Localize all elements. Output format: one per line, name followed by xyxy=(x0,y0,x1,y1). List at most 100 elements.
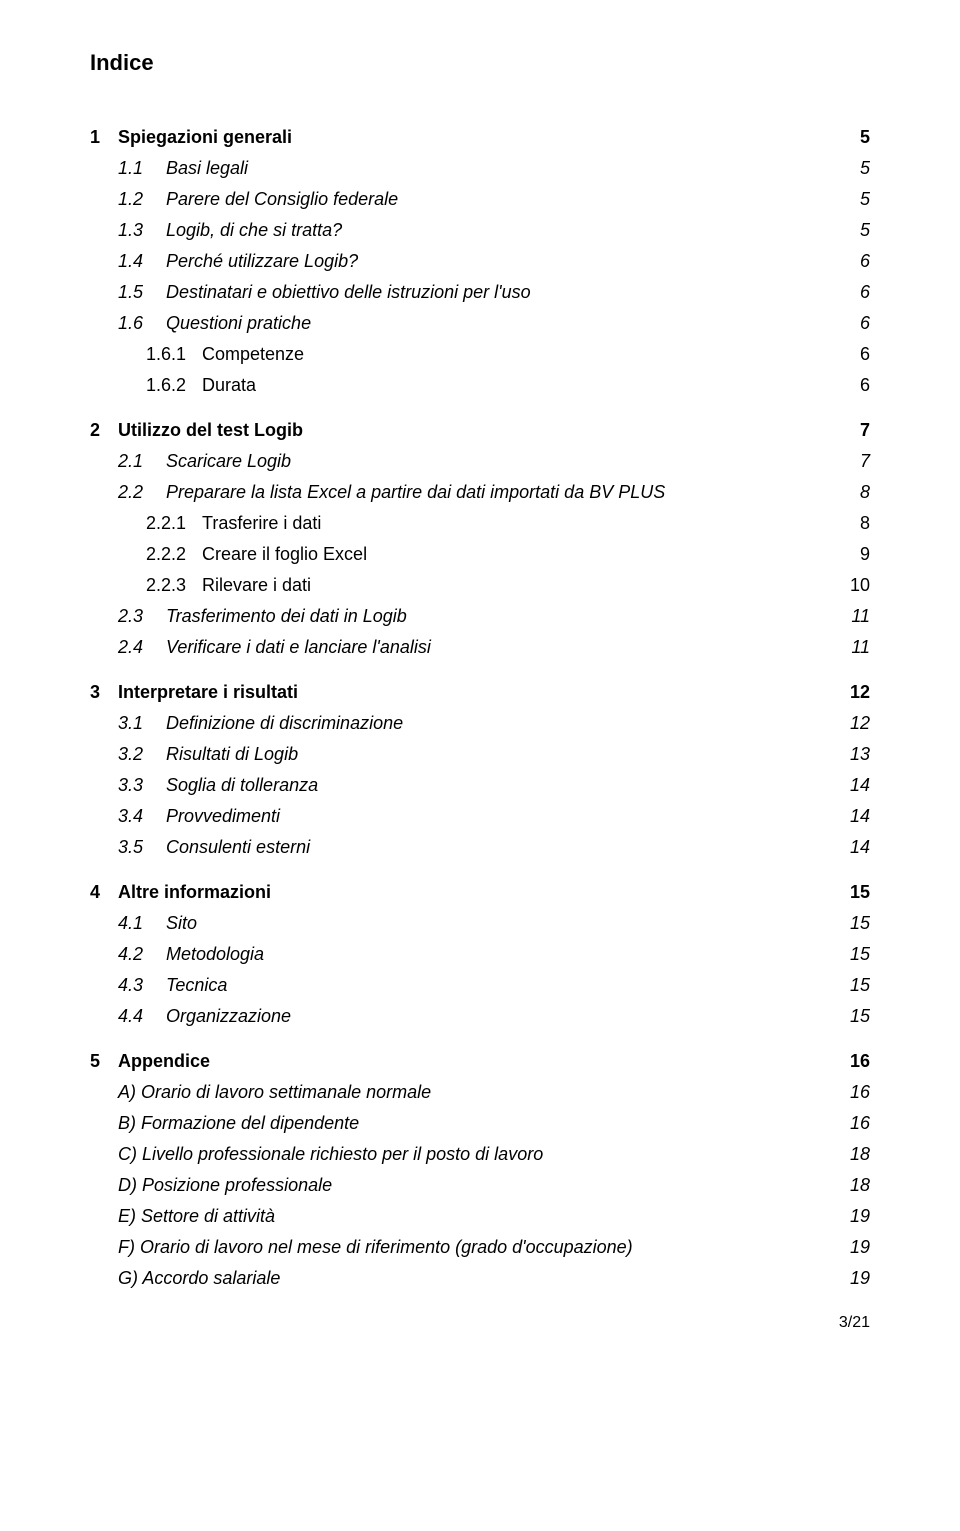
toc-entry: 3.3Soglia di tolleranza14 xyxy=(90,772,870,799)
toc-entry-label: Verificare i dati e lanciare l'analisi xyxy=(166,634,431,661)
toc-entry-number: 2.3 xyxy=(118,603,166,630)
toc-entry-label: Appendice xyxy=(118,1048,210,1075)
toc-entry-page: 6 xyxy=(854,279,870,306)
toc-entry-label: Perché utilizzare Logib? xyxy=(166,248,358,275)
toc-entry-number: 1.2 xyxy=(118,186,166,213)
toc-entry-page: 14 xyxy=(844,772,870,799)
toc-entry: 4.3Tecnica 15 xyxy=(90,972,870,999)
toc-entry-number: 3.4 xyxy=(118,803,166,830)
toc-entry: 3.4Provvedimenti 14 xyxy=(90,803,870,830)
toc-entry-label: Basi legali xyxy=(166,155,248,182)
toc-entry-page: 5 xyxy=(854,217,870,244)
toc-entry-label: Spiegazioni generali xyxy=(118,124,292,151)
toc-entry: 3.1Definizione di discriminazione12 xyxy=(90,710,870,737)
toc-entry: 1.6.1Competenze 6 xyxy=(90,341,870,368)
toc-entry-label: Logib, di che si tratta? xyxy=(166,217,342,244)
toc-entry-page: 6 xyxy=(854,310,870,337)
toc-entry-label: Utilizzo del test Logib xyxy=(118,417,303,444)
toc-entry-page: 7 xyxy=(854,417,870,444)
toc-entry-page: 8 xyxy=(854,479,870,506)
toc-entry-label: Metodologia xyxy=(166,941,264,968)
toc-entry-label: Creare il foglio Excel xyxy=(202,541,367,568)
toc-entry-label: B) Formazione del dipendente xyxy=(118,1110,359,1137)
toc-entry-number: 3 xyxy=(90,679,118,706)
toc-entry: B) Formazione del dipendente 16 xyxy=(90,1110,870,1137)
toc-entry-page: 18 xyxy=(844,1172,870,1199)
toc-entry-page: 16 xyxy=(844,1079,870,1106)
toc-entry-number: 4 xyxy=(90,879,118,906)
toc-entry-page: 14 xyxy=(844,803,870,830)
toc-entry: 1.6.2Durata6 xyxy=(90,372,870,399)
toc-entry-number: 4.2 xyxy=(118,941,166,968)
toc-entry: 2.2.1Trasferire i dati8 xyxy=(90,510,870,537)
toc-entry-label: Scaricare Logib xyxy=(166,448,291,475)
toc-entry-number: 5 xyxy=(90,1048,118,1075)
toc-entry: C) Livello professionale richiesto per i… xyxy=(90,1141,870,1168)
toc-entry-label: E) Settore di attività xyxy=(118,1203,275,1230)
toc-entry-page: 11 xyxy=(845,634,870,661)
toc-entry-number: 1.4 xyxy=(118,248,166,275)
toc-entry-label: Parere del Consiglio federale xyxy=(166,186,398,213)
toc-entry: 1.6Questioni pratiche6 xyxy=(90,310,870,337)
toc-entry-label: Interpretare i risultati xyxy=(118,679,298,706)
toc-entry-number: 2.2.3 xyxy=(146,572,202,599)
toc-entry-label: Competenze xyxy=(202,341,304,368)
toc-entry-number: 1 xyxy=(90,124,118,151)
toc-entry-page: 16 xyxy=(844,1048,870,1075)
toc-entry: 2.4Verificare i dati e lanciare l'analis… xyxy=(90,634,870,661)
toc-entry-page: 12 xyxy=(844,679,870,706)
page-title: Indice xyxy=(90,50,870,76)
toc-entry: 1.1Basi legali 5 xyxy=(90,155,870,182)
toc-entry: 1.2Parere del Consiglio federale 5 xyxy=(90,186,870,213)
toc-entry-label: Trasferire i dati xyxy=(202,510,321,537)
toc-entry-page: 15 xyxy=(844,941,870,968)
toc-entry-page: 19 xyxy=(844,1265,870,1292)
toc-entry-page: 11 xyxy=(845,603,870,630)
toc-entry: 1Spiegazioni generali5 xyxy=(90,124,870,151)
toc-entry-page: 6 xyxy=(854,341,870,368)
toc-entry: 2.3Trasferimento dei dati in Logib11 xyxy=(90,603,870,630)
toc-entry-label: Provvedimenti xyxy=(166,803,280,830)
toc-entry-number: 3.1 xyxy=(118,710,166,737)
toc-entry: 2.2Preparare la lista Excel a partire da… xyxy=(90,479,870,506)
page-footer: 3/21 xyxy=(90,1314,870,1332)
toc-entry-label: A) Orario di lavoro settimanale normale xyxy=(118,1079,431,1106)
toc-entry-page: 19 xyxy=(844,1203,870,1230)
toc-entry-page: 5 xyxy=(854,155,870,182)
toc-entry-number: 1.1 xyxy=(118,155,166,182)
toc-entry-number: 2 xyxy=(90,417,118,444)
toc-entry-page: 8 xyxy=(854,510,870,537)
toc-entry-label: Consulenti esterni xyxy=(166,834,310,861)
toc-entry-page: 6 xyxy=(854,372,870,399)
toc-entry-page: 10 xyxy=(844,572,870,599)
toc-entry-number: 2.2 xyxy=(118,479,166,506)
toc-entry-number: 3.2 xyxy=(118,741,166,768)
toc-entry: 1.5Destinatari e obiettivo delle istruzi… xyxy=(90,279,870,306)
toc-entry-page: 15 xyxy=(844,879,870,906)
toc-entry: 2.2.3Rilevare i dati10 xyxy=(90,572,870,599)
toc-entry-page: 7 xyxy=(854,448,870,475)
toc-entry-page: 16 xyxy=(844,1110,870,1137)
document-page: Indice 1Spiegazioni generali51.1Basi leg… xyxy=(0,0,960,1372)
toc-entry: 3.5Consulenti esterni14 xyxy=(90,834,870,861)
toc-entry-label: Organizzazione xyxy=(166,1003,291,1030)
toc-entry-label: Tecnica xyxy=(166,972,227,999)
toc-entry-page: 15 xyxy=(844,910,870,937)
toc-entry-label: D) Posizione professionale xyxy=(118,1172,332,1199)
toc-entry: 2Utilizzo del test Logib 7 xyxy=(90,417,870,444)
toc-entry: 1.3Logib, di che si tratta?5 xyxy=(90,217,870,244)
toc-container: 1Spiegazioni generali51.1Basi legali51.2… xyxy=(90,124,870,1292)
toc-entry: 1.4Perché utilizzare Logib?6 xyxy=(90,248,870,275)
toc-entry: 4.1Sito15 xyxy=(90,910,870,937)
toc-entry: 2.2.2Creare il foglio Excel9 xyxy=(90,541,870,568)
toc-entry-page: 18 xyxy=(844,1141,870,1168)
toc-entry-number: 1.5 xyxy=(118,279,166,306)
toc-entry-label: Durata xyxy=(202,372,256,399)
toc-entry-page: 5 xyxy=(854,186,870,213)
toc-entry-page: 15 xyxy=(844,972,870,999)
toc-entry-label: G) Accordo salariale xyxy=(118,1265,280,1292)
toc-entry-label: Definizione di discriminazione xyxy=(166,710,403,737)
toc-entry-number: 4.3 xyxy=(118,972,166,999)
toc-entry-label: Preparare la lista Excel a partire dai d… xyxy=(166,479,665,506)
toc-entry-number: 1.6.1 xyxy=(146,341,202,368)
